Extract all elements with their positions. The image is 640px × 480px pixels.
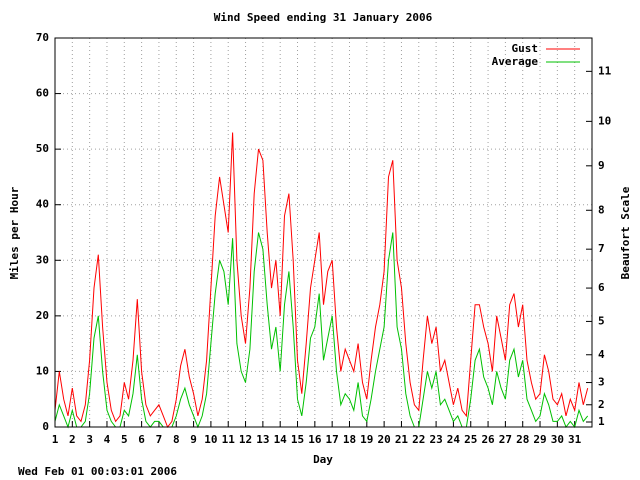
y-tick-label: 0	[42, 420, 49, 433]
x-tick-label: 7	[156, 433, 163, 446]
x-tick-label: 10	[204, 433, 217, 446]
x-tick-label: 16	[308, 433, 322, 446]
chart-title: Wind Speed ending 31 January 2006	[214, 11, 433, 24]
x-tick-label: 11	[222, 433, 236, 446]
x-tick-label: 21	[395, 433, 409, 446]
y2-tick-label: 7	[598, 242, 605, 255]
x-tick-label: 23	[429, 433, 442, 446]
series-line	[54, 232, 589, 429]
y-axis-label: Miles per Hour	[8, 186, 21, 279]
x-tick-label: 8	[173, 433, 180, 446]
x-tick-label: 29	[533, 433, 546, 446]
x-tick-label: 1	[52, 433, 59, 446]
y-tick-label: 70	[36, 31, 49, 44]
y2-tick-label: 2	[598, 398, 605, 411]
y-tick-label: 60	[36, 87, 49, 100]
x-tick-label: 20	[378, 433, 391, 446]
x-tick-label: 15	[291, 433, 304, 446]
y2-tick-label: 6	[598, 281, 605, 294]
y2-tick-label: 11	[598, 64, 612, 77]
x-tick-label: 17	[326, 433, 339, 446]
y-tick-label: 50	[36, 142, 49, 155]
x-tick-label: 5	[121, 433, 128, 446]
x-tick-label: 9	[190, 433, 197, 446]
series-line	[54, 132, 589, 429]
y2-tick-label: 8	[598, 203, 605, 216]
y2-tick-label: 4	[598, 348, 605, 361]
y2-axis-label: Beaufort Scale	[619, 186, 632, 279]
y2-tick-label: 3	[598, 376, 605, 389]
x-tick-label: 26	[481, 433, 495, 446]
y-tick-label: 20	[36, 309, 49, 322]
y-tick-label: 40	[36, 198, 49, 211]
x-tick-label: 19	[360, 433, 373, 446]
x-tick-label: 31	[568, 433, 582, 446]
x-tick-label: 18	[343, 433, 356, 446]
x-tick-label: 24	[447, 433, 461, 446]
x-tick-label: 28	[516, 433, 529, 446]
x-axis-label: Day	[313, 453, 333, 466]
x-tick-label: 13	[256, 433, 269, 446]
timestamp: Wed Feb 01 00:03:01 2006	[18, 465, 177, 478]
x-tick-label: 3	[86, 433, 93, 446]
y-tick-label: 10	[36, 364, 49, 377]
x-tick-label: 12	[239, 433, 252, 446]
legend-label: Gust	[512, 42, 539, 55]
x-tick-label: 6	[138, 433, 145, 446]
x-tick-label: 2	[69, 433, 76, 446]
x-tick-label: 22	[412, 433, 425, 446]
y2-tick-label: 10	[598, 114, 611, 127]
x-tick-label: 14	[274, 433, 288, 446]
y-tick-label: 30	[36, 253, 49, 266]
plot-frame	[54, 37, 593, 428]
x-tick-label: 25	[464, 433, 477, 446]
y2-tick-label: 5	[598, 314, 605, 327]
legend-label: Average	[492, 55, 539, 68]
y2-tick-label: 9	[598, 159, 605, 172]
y2-tick-label: 1	[598, 415, 605, 428]
x-tick-label: 27	[499, 433, 512, 446]
x-tick-label: 30	[551, 433, 564, 446]
x-tick-label: 4	[104, 433, 111, 446]
